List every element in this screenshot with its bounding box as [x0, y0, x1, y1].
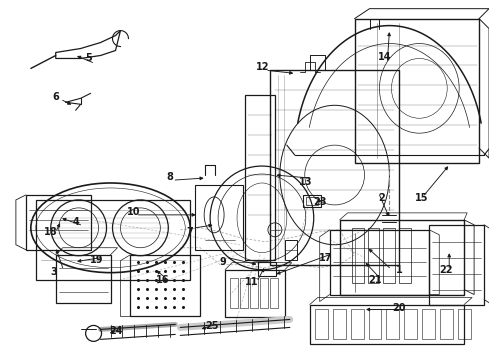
Text: 25: 25 [205, 321, 219, 332]
Text: 7: 7 [187, 227, 194, 237]
Bar [130, 255, 200, 316]
Bar [340, 220, 464, 294]
Bar [368, 309, 382, 339]
Text: 19: 19 [90, 255, 103, 265]
Bar [399, 228, 412, 283]
Bar [260, 278, 268, 307]
Bar [230, 278, 238, 307]
Bar [355, 19, 479, 163]
Bar [330, 230, 429, 294]
Bar [225, 270, 285, 318]
Text: 17: 17 [319, 253, 332, 263]
Bar [270, 278, 278, 307]
Text: 11: 11 [245, 276, 259, 287]
Bar [368, 228, 379, 283]
Bar [429, 225, 484, 305]
Bar [333, 309, 345, 339]
Bar [404, 309, 417, 339]
Bar [352, 228, 364, 283]
Text: 16: 16 [155, 275, 169, 285]
Text: 12: 12 [256, 62, 270, 72]
Bar [440, 309, 453, 339]
Text: 18: 18 [44, 227, 57, 237]
Text: 3: 3 [50, 267, 57, 276]
Text: 1: 1 [396, 265, 403, 275]
Bar [240, 278, 248, 307]
Bar [26, 195, 91, 250]
Bar [387, 309, 399, 339]
Text: 13: 13 [299, 177, 313, 187]
Text: 23: 23 [313, 197, 326, 207]
Text: 10: 10 [127, 207, 140, 217]
Bar [315, 309, 328, 339]
Text: 24: 24 [109, 327, 122, 336]
Bar [36, 200, 190, 280]
Text: 8: 8 [167, 172, 174, 182]
Text: 14: 14 [378, 53, 391, 63]
Bar [56, 255, 111, 302]
Text: 15: 15 [415, 193, 428, 203]
Text: 2: 2 [378, 193, 385, 203]
Bar [310, 305, 464, 345]
Bar [285, 240, 297, 260]
Bar [458, 309, 471, 339]
Text: 6: 6 [52, 92, 59, 102]
Bar [384, 228, 395, 283]
Bar [306, 197, 318, 205]
Text: 5: 5 [85, 54, 92, 63]
Bar [270, 71, 399, 265]
Bar [303, 195, 321, 207]
Bar [258, 262, 276, 276]
Text: 4: 4 [73, 217, 79, 227]
Bar [250, 278, 258, 307]
Text: 9: 9 [220, 257, 226, 267]
Bar [245, 95, 275, 260]
Text: 21: 21 [369, 275, 382, 285]
Bar [422, 309, 435, 339]
Text: 20: 20 [392, 302, 406, 312]
Bar [195, 185, 243, 250]
Bar [350, 309, 364, 339]
Text: 22: 22 [440, 265, 453, 275]
